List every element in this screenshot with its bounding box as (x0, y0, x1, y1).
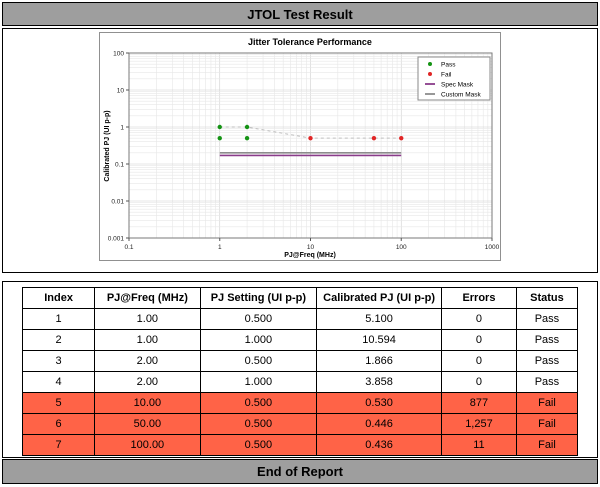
legend-label: Custom Mask (441, 91, 481, 98)
x-tick-label: 1000 (485, 244, 500, 251)
table-cell: 1.000 (199, 329, 318, 351)
column-header: Errors (441, 287, 517, 309)
column-header: PJ@Freq (MHz) (94, 287, 201, 309)
table-cell: 11 (441, 434, 517, 456)
table-cell: 0.530 (316, 392, 442, 414)
results-table-head-row: Index PJ@Freq (MHz) PJ Setting (UI p-p) Cal… (21, 287, 579, 309)
legend-label: Spec Mask (441, 81, 474, 88)
point-fail (308, 135, 313, 141)
chart-xlabel: PJ@Freq (MHz) (284, 252, 336, 259)
table-cell: 0.436 (316, 434, 442, 456)
point-fail (399, 135, 404, 141)
table-cell: 0.500 (199, 392, 318, 414)
table-cell: 2.00 (94, 350, 201, 372)
table-row: 3 2.00 0.500 1.866 0 Pass (21, 350, 579, 372)
y-tick-label: 100 (113, 51, 124, 58)
y-tick-label: 1 (120, 125, 124, 132)
table-cell: 10.594 (316, 329, 442, 351)
table-cell: 1.000 (199, 371, 318, 393)
legend-marker-fail (428, 72, 432, 76)
table-cell: Fail (515, 392, 579, 414)
x-tick-label: 100 (396, 244, 407, 251)
table-cell: Fail (515, 413, 579, 435)
table-cell: 100.00 (94, 434, 201, 456)
report-title: JTOL Test Result (247, 6, 353, 22)
table-cell: 3 (21, 350, 96, 372)
table-cell: Pass (515, 350, 579, 372)
table-cell: Pass (515, 329, 579, 351)
table-cell: 0.446 (316, 413, 442, 435)
table-cell: 5 (21, 392, 96, 414)
table-cell: 5.100 (316, 308, 442, 330)
x-tick-label: 0.1 (124, 244, 133, 251)
table-cell: 50.00 (94, 413, 201, 435)
jtol-figure: 0.1 1 10 100 1000 0.001 0.01 0.1 1 10 100 Pass Fail S… (99, 32, 501, 261)
table-cell: 877 (441, 392, 517, 414)
table-cell: 2 (21, 329, 96, 351)
table-cell: 0.500 (199, 308, 318, 330)
table-cell: 1,257 (441, 413, 517, 435)
legend-label: Fail (441, 71, 452, 78)
table-cell: 10.00 (94, 392, 201, 414)
table-cell: 1 (21, 308, 96, 330)
table-cell: 0 (441, 350, 517, 372)
table-row: 6 50.00 0.500 0.446 1,257 Fail (21, 413, 579, 435)
column-header: Index (21, 287, 96, 309)
table-row: 1 1.00 0.500 5.100 0 Pass (21, 308, 579, 330)
table-cell: 7 (21, 434, 96, 456)
table-cell: Fail (515, 434, 579, 456)
table-row: 5 10.00 0.500 0.530 877 Fail (21, 392, 579, 414)
table-cell: 1.00 (94, 329, 201, 351)
x-tick-label: 1 (218, 244, 222, 251)
chart-section: 0.1 1 10 100 1000 0.001 0.01 0.1 1 10 100 Pass Fail S… (2, 28, 598, 273)
chart-canvas: 0.1 1 10 100 1000 0.001 0.01 0.1 1 10 100 Pass Fail S… (108, 51, 500, 252)
table-cell: 3.858 (316, 371, 442, 393)
jtol-chart-svg: 0.1 1 10 100 1000 0.001 0.01 0.1 1 10 100 Pass Fail S… (104, 37, 500, 259)
y-tick-label: 0.1 (115, 162, 124, 169)
table-cell: 0 (441, 371, 517, 393)
table-row: 2 1.00 1.000 10.594 0 Pass (21, 329, 579, 351)
table-cell: Pass (515, 371, 579, 393)
table-cell: 0.500 (199, 434, 318, 456)
table-cell: 2.00 (94, 371, 201, 393)
results-table-body: 1 1.00 0.500 5.100 0 Pass 2 1.00 1.000 10.594 0 Pas… (21, 308, 579, 456)
y-tick-label: 10 (117, 88, 125, 95)
column-header: Status (515, 287, 579, 309)
results-table-section: Index PJ@Freq (MHz) PJ Setting (UI p-p) Cal… (2, 281, 598, 458)
table-cell: 6 (21, 413, 96, 435)
y-tick-label: 0.01 (111, 199, 124, 206)
results-table: Index PJ@Freq (MHz) PJ Setting (UI p-p) Cal… (21, 287, 579, 456)
column-header: PJ Setting (UI p-p) (199, 287, 318, 309)
chart-ylabel: Calibrated PJ (UI p-p) (104, 110, 111, 181)
point-pass (244, 124, 250, 130)
table-cell: Pass (515, 308, 579, 330)
table-cell: 0 (441, 308, 517, 330)
table-row: 4 2.00 1.000 3.858 0 Pass (21, 371, 579, 393)
table-cell: 1.00 (94, 308, 201, 330)
point-pass (217, 124, 222, 130)
table-cell: 1.866 (316, 350, 442, 372)
chart-title: Jitter Tolerance Performance (248, 37, 372, 47)
report-title-bar: JTOL Test Result (2, 2, 598, 26)
table-cell: 4 (21, 371, 96, 393)
column-header: Calibrated PJ (UI p-p) (316, 287, 442, 309)
legend-label: Pass (441, 61, 456, 68)
point-pass (217, 135, 222, 141)
legend-marker-pass (428, 62, 432, 66)
table-row: 7 100.00 0.500 0.436 11 Fail (21, 434, 579, 456)
report-footer: End of Report (257, 464, 343, 479)
x-tick-label: 10 (307, 244, 315, 251)
point-fail (371, 135, 377, 141)
table-cell: 0.500 (199, 413, 318, 435)
point-pass (244, 135, 250, 141)
report-footer-bar: End of Report (2, 459, 598, 484)
table-cell: 0 (441, 329, 517, 351)
table-cell: 0.500 (199, 350, 318, 372)
y-tick-label: 0.001 (108, 236, 125, 243)
